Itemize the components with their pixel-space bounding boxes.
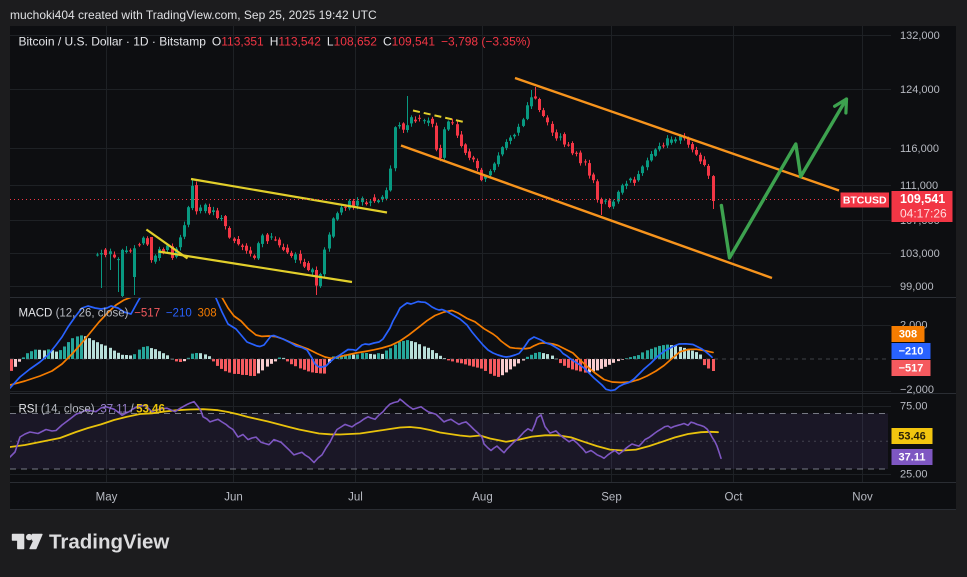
- svg-text:99,000: 99,000: [900, 281, 934, 293]
- svg-text:BTCUSD: BTCUSD: [843, 195, 887, 207]
- svg-text:Nov: Nov: [852, 492, 873, 504]
- svg-text:124,000: 124,000: [900, 84, 940, 96]
- svg-text:Bitcoin / U.S. Dollar · 1D · B: Bitcoin / U.S. Dollar · 1D · Bitstamp O1…: [19, 35, 531, 49]
- svg-text:Aug: Aug: [472, 492, 492, 504]
- svg-text:−517: −517: [899, 363, 924, 375]
- svg-text:Sep: Sep: [601, 492, 621, 504]
- svg-text:111,000: 111,000: [900, 180, 938, 192]
- svg-text:116,000: 116,000: [900, 143, 939, 155]
- svg-text:muchoki404 created with Tradin: muchoki404 created with TradingView.com,…: [10, 8, 377, 22]
- svg-text:132,000: 132,000: [900, 30, 940, 42]
- svg-text:May: May: [96, 492, 118, 504]
- svg-text:RSI (14, close) 37.11 / 53.46: RSI (14, close) 37.11 / 53.46: [19, 404, 165, 416]
- svg-text:37.11: 37.11: [899, 452, 926, 464]
- svg-text:Jun: Jun: [224, 492, 243, 504]
- svg-text:Jul: Jul: [348, 492, 363, 504]
- svg-text:103,000: 103,000: [900, 248, 940, 260]
- svg-text:53.46: 53.46: [898, 431, 926, 443]
- svg-text:TradingView: TradingView: [49, 530, 169, 553]
- svg-text:25.00: 25.00: [900, 469, 928, 481]
- svg-text:109,541: 109,541: [900, 192, 945, 206]
- svg-text:04:17:26: 04:17:26: [900, 207, 947, 221]
- svg-text:−2,000: −2,000: [900, 384, 934, 396]
- svg-text:MACD (12, 26, close) −517 −210: MACD (12, 26, close) −517 −210 308: [19, 308, 217, 320]
- svg-text:Oct: Oct: [725, 492, 744, 504]
- svg-text:−210: −210: [899, 346, 924, 358]
- svg-text:308: 308: [899, 329, 917, 341]
- svg-text:75.00: 75.00: [900, 400, 928, 412]
